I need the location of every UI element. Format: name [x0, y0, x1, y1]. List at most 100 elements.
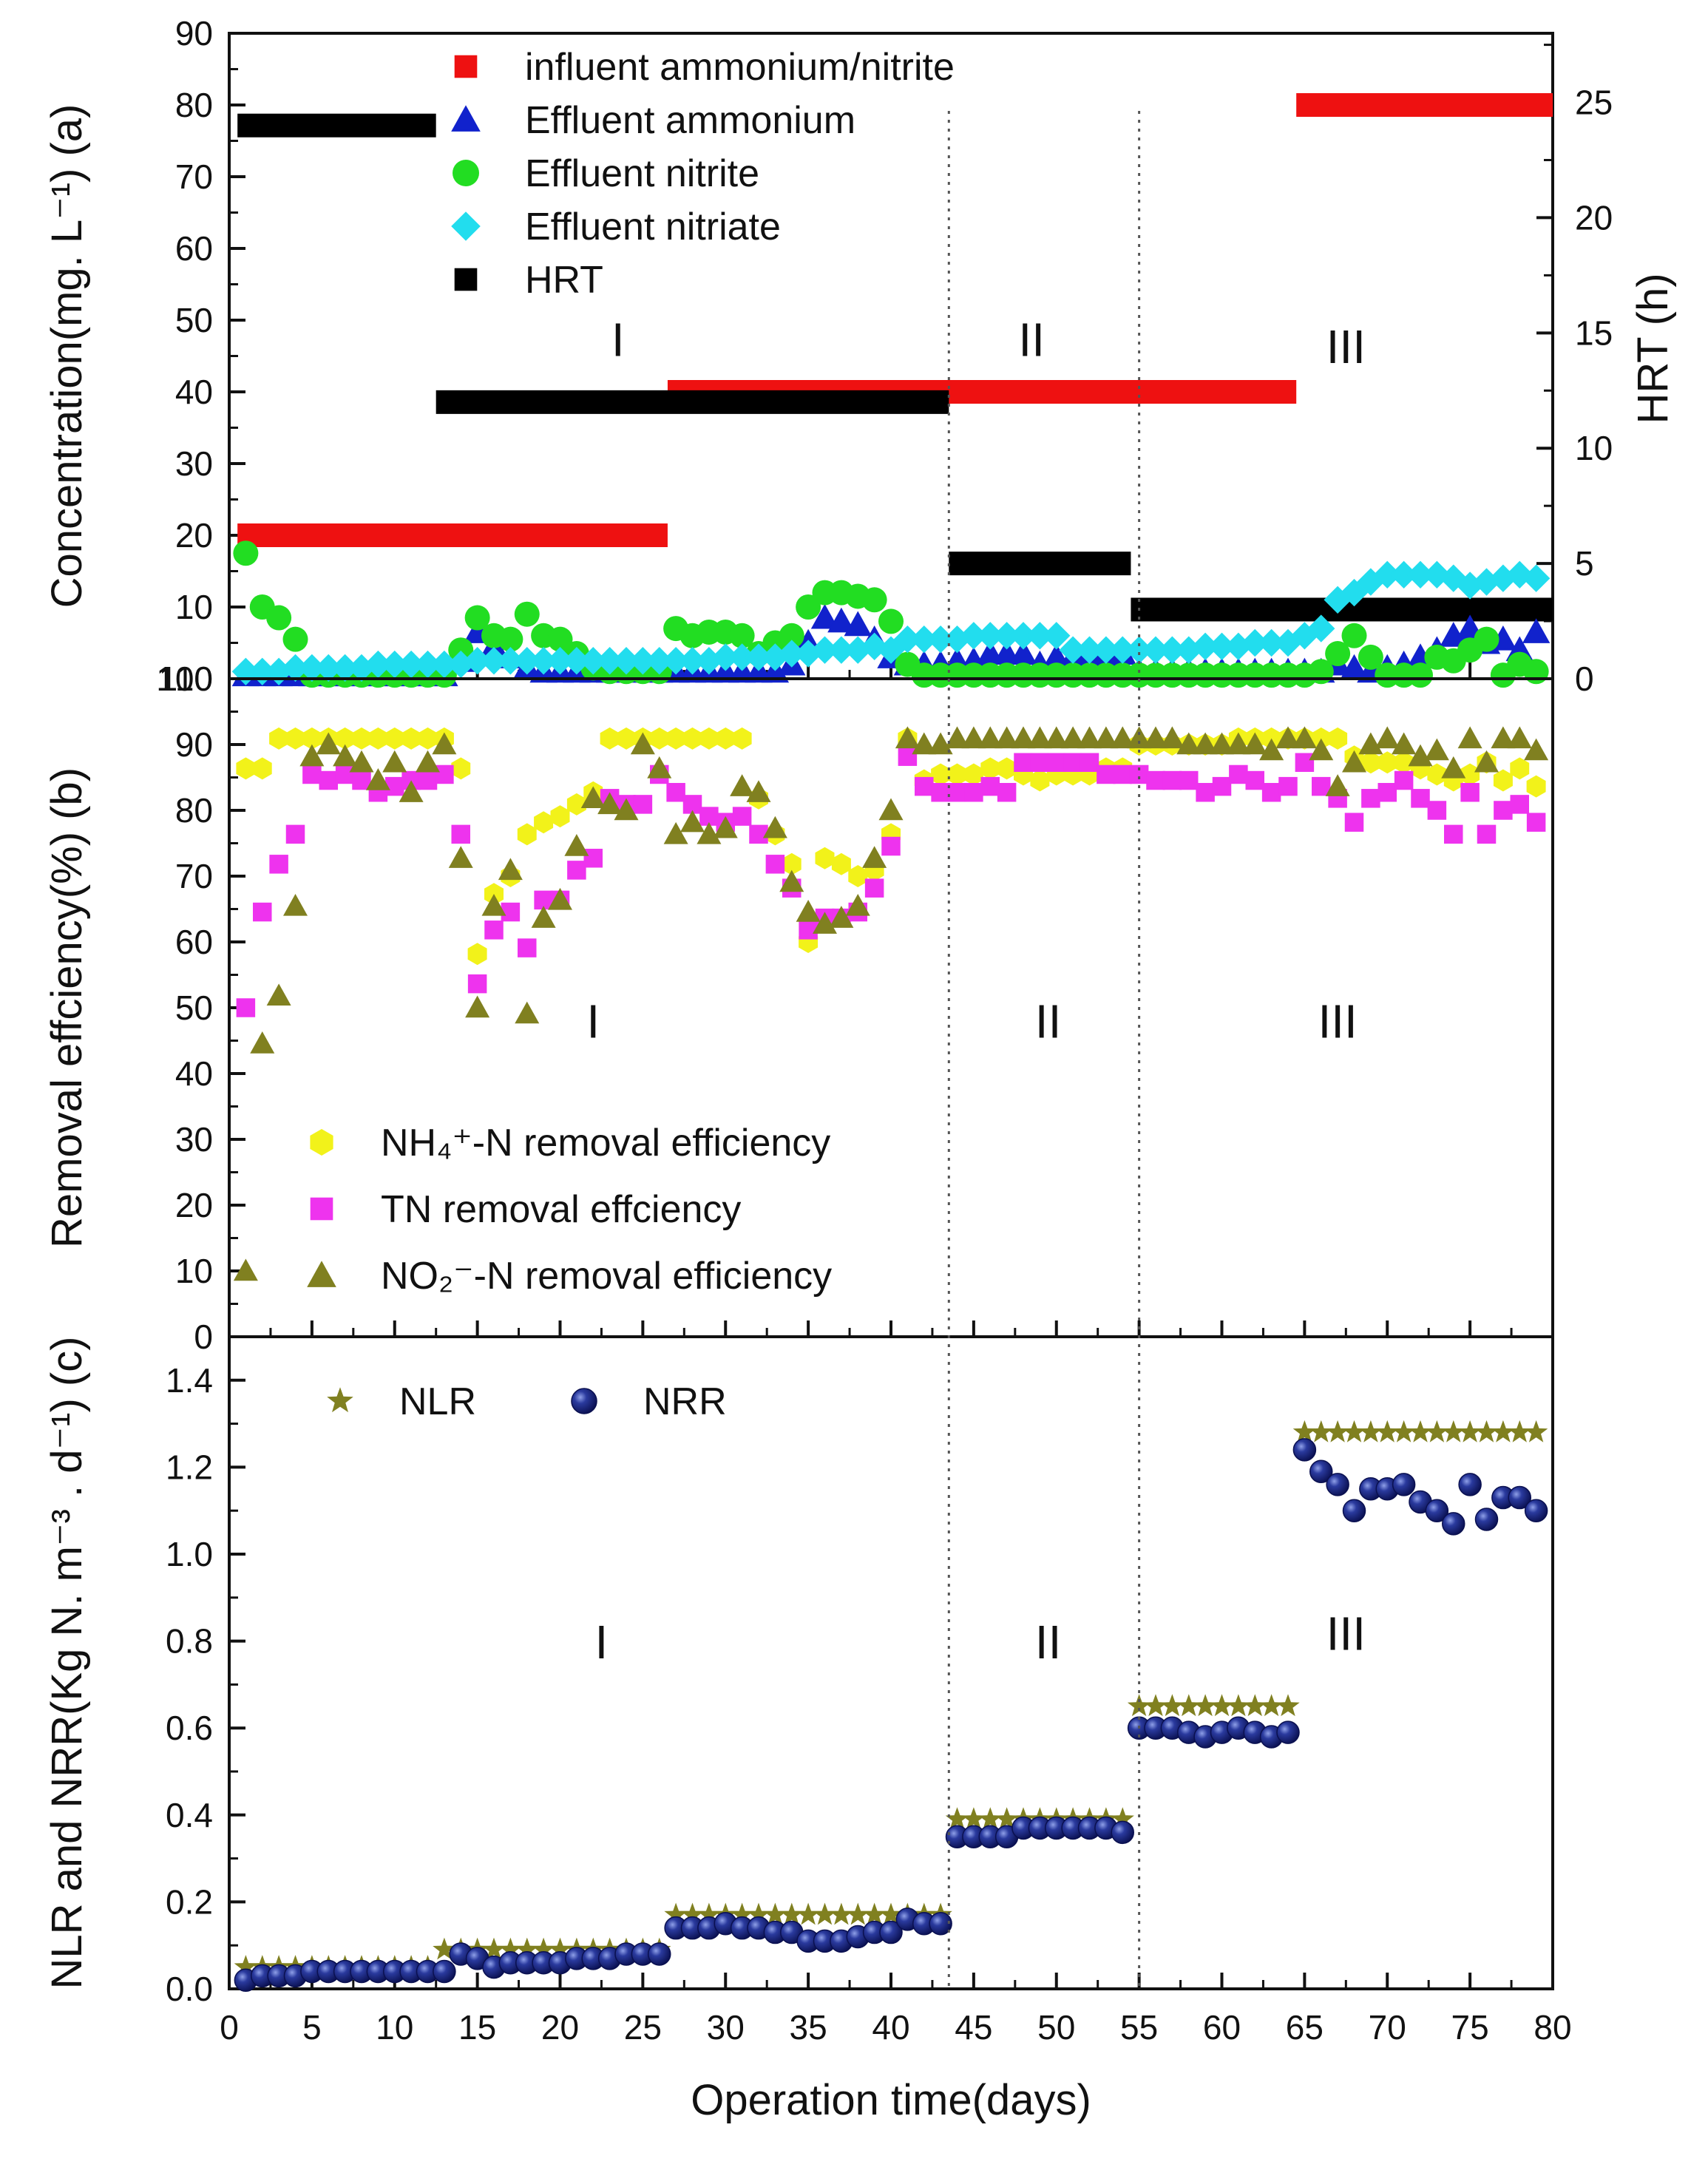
data-point — [1427, 763, 1447, 786]
legend-marker — [571, 1388, 597, 1414]
data-point — [997, 782, 1017, 802]
x-tick-label: 15 — [458, 2008, 496, 2047]
y2-tick-label: 5 — [1575, 544, 1594, 583]
data-point — [829, 906, 854, 928]
data-point — [1063, 753, 1082, 773]
x-tick-label: 75 — [1451, 2008, 1489, 2047]
data-point — [799, 920, 818, 940]
data-point — [1361, 789, 1380, 808]
y2-tick-label: 25 — [1575, 84, 1613, 122]
y-tick-label: 0.8 — [166, 1622, 213, 1661]
data-point — [1030, 753, 1050, 773]
data-point — [580, 786, 606, 809]
data-point — [1309, 1459, 1333, 1484]
data-point — [548, 887, 572, 910]
data-point — [464, 605, 490, 631]
data-point — [796, 900, 821, 922]
data-point — [1394, 770, 1414, 790]
series-no-n-removal-efficiency — [233, 726, 1549, 1281]
data-point — [1392, 1420, 1416, 1442]
y-tick-label: 1.0 — [166, 1535, 213, 1573]
legend-item: TN removal effciency — [310, 1188, 741, 1231]
data-point — [1489, 564, 1517, 592]
data-point — [467, 974, 487, 994]
data-point — [253, 902, 272, 922]
data-point — [281, 654, 310, 682]
data-point — [547, 626, 573, 652]
legend-marker — [454, 55, 478, 78]
data-point — [1358, 732, 1383, 755]
data-point — [664, 1902, 688, 1925]
data-point — [1027, 726, 1052, 749]
data-point — [1158, 636, 1187, 664]
data-point — [945, 726, 969, 749]
data-point — [548, 1937, 572, 1960]
data-point — [1507, 726, 1532, 749]
y-tick-label: 60 — [175, 923, 213, 961]
legend-label: influent ammonium/nitrite — [525, 46, 955, 89]
data-point — [745, 643, 773, 671]
data-point — [1474, 750, 1499, 773]
data-point — [848, 865, 868, 887]
y-axis-title: Removal effciency(%) (b) — [43, 767, 91, 1248]
data-point — [1125, 636, 1153, 664]
legend-item: Effluent ammonium — [451, 99, 855, 142]
data-point — [1425, 1499, 1449, 1522]
data-point — [498, 626, 523, 652]
data-point — [645, 647, 674, 675]
data-point — [1143, 726, 1168, 749]
data-point — [1292, 726, 1317, 749]
y-tick-label: 70 — [175, 857, 213, 895]
data-point — [331, 654, 359, 682]
data-point — [1360, 751, 1380, 774]
data-point — [1241, 628, 1269, 657]
data-point — [827, 636, 855, 664]
data-point — [1014, 753, 1033, 773]
data-point — [498, 1937, 523, 1960]
y2-tick-label: 10 — [1575, 429, 1613, 467]
data-point — [385, 776, 404, 796]
legend-marker — [327, 1387, 353, 1413]
data-point — [1440, 622, 1468, 647]
data-point — [663, 821, 688, 844]
y-axis-title: NLR and NRR(Kg N. m⁻³ . d⁻¹) (c) — [43, 1337, 91, 1990]
data-point — [778, 640, 806, 668]
data-point — [335, 727, 355, 750]
data-point — [1510, 757, 1530, 780]
data-point — [1522, 618, 1551, 643]
data-point — [265, 657, 293, 685]
data-point — [1458, 1420, 1482, 1442]
legend-marker — [310, 1129, 333, 1156]
data-point — [1325, 774, 1350, 796]
data-point — [333, 744, 358, 767]
legend-label: NLR — [399, 1380, 476, 1423]
data-point — [1111, 1807, 1134, 1829]
data-point — [1243, 1694, 1267, 1717]
data-point — [994, 1807, 1019, 1829]
data-point — [680, 810, 705, 833]
data-point — [961, 726, 986, 749]
data-point — [931, 763, 951, 786]
data-point — [236, 998, 256, 1017]
data-point — [534, 811, 554, 834]
data-point — [401, 727, 421, 750]
y-tick-label: 50 — [175, 989, 213, 1027]
data-point — [1456, 572, 1484, 600]
data-point — [844, 611, 872, 637]
x-tick-label: 30 — [707, 2008, 745, 2047]
data-point — [349, 750, 374, 773]
legend-marker — [451, 211, 481, 241]
x-tick-label: 50 — [1037, 2008, 1075, 2047]
data-point — [1257, 628, 1286, 657]
data-point — [749, 824, 768, 844]
y-tick-label: 1.4 — [166, 1361, 213, 1400]
data-point — [662, 647, 690, 675]
data-point — [1175, 636, 1203, 664]
data-point — [298, 654, 326, 682]
data-point — [302, 727, 322, 750]
data-point — [399, 780, 424, 802]
data-point — [299, 744, 325, 767]
data-point — [1179, 770, 1199, 790]
data-point — [879, 1920, 903, 1944]
y-tick-label: 0.4 — [166, 1796, 213, 1834]
